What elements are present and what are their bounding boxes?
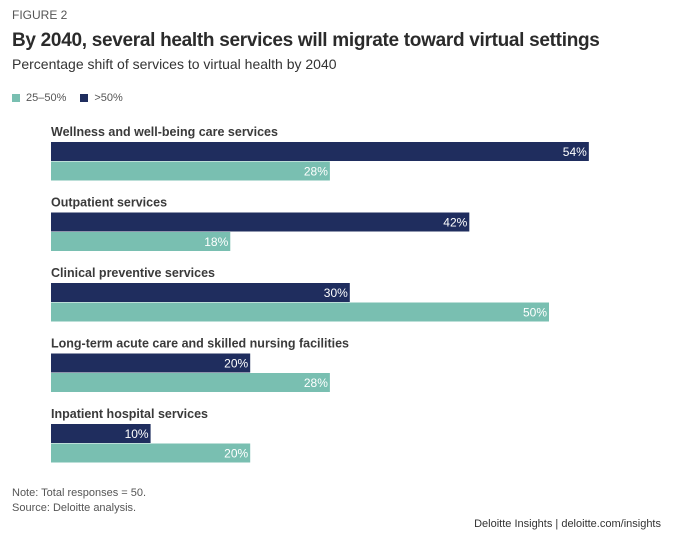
bar-gt50 bbox=[51, 424, 151, 443]
data-label: 28% bbox=[304, 376, 328, 390]
data-label: 42% bbox=[443, 216, 467, 230]
bar-gt50 bbox=[51, 212, 470, 232]
category-label: Outpatient services bbox=[51, 196, 167, 210]
chart-title: By 2040, several health services will mi… bbox=[12, 30, 600, 51]
legend: 25–50% >50% bbox=[12, 92, 131, 104]
category-label: Long-term acute care and skilled nursing… bbox=[51, 337, 349, 351]
bar-25-50 bbox=[51, 373, 330, 392]
category-label: Clinical preventive services bbox=[51, 266, 215, 280]
source-text: Source: Deloitte analysis. bbox=[12, 502, 137, 514]
data-label: 28% bbox=[304, 165, 328, 179]
data-label: 20% bbox=[224, 447, 248, 461]
legend-label: 25–50% bbox=[26, 92, 67, 104]
credit: Deloitte Insights | deloitte.com/insight… bbox=[474, 518, 661, 530]
data-label: 54% bbox=[563, 145, 587, 159]
data-label: 50% bbox=[523, 306, 547, 320]
category-label: Inpatient hospital services bbox=[51, 407, 208, 421]
bar-25-50 bbox=[51, 443, 251, 463]
bar-25-50 bbox=[51, 302, 549, 322]
bar-gt50 bbox=[51, 283, 350, 302]
figure-label: FIGURE 2 bbox=[12, 8, 68, 22]
category-label: Wellness and well-being care services bbox=[51, 125, 278, 139]
bar-gt50 bbox=[51, 353, 251, 373]
legend-item-gt50: >50% bbox=[80, 92, 123, 104]
legend-swatch-teal bbox=[12, 94, 20, 102]
data-label: 18% bbox=[204, 235, 228, 249]
legend-label: >50% bbox=[94, 92, 123, 104]
legend-swatch-navy bbox=[80, 94, 89, 102]
data-label: 20% bbox=[224, 357, 248, 371]
note-text: Note: Total responses = 50. bbox=[12, 487, 147, 499]
bar-25-50 bbox=[51, 232, 231, 251]
notes: Note: Total responses = 50. Source: Delo… bbox=[12, 486, 146, 516]
legend-item-25-50: 25–50% bbox=[12, 92, 66, 104]
bar-25-50 bbox=[51, 161, 330, 181]
chart-subtitle: Percentage shift of services to virtual … bbox=[12, 56, 337, 72]
data-label: 30% bbox=[324, 286, 348, 300]
data-label: 10% bbox=[125, 427, 149, 441]
bar-gt50 bbox=[51, 142, 589, 161]
